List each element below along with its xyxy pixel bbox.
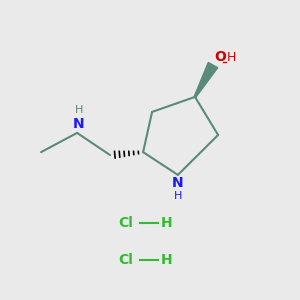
Text: H: H bbox=[161, 253, 172, 267]
Polygon shape bbox=[194, 62, 218, 97]
Text: Cl: Cl bbox=[118, 253, 134, 267]
Text: N: N bbox=[172, 176, 184, 190]
Text: H: H bbox=[226, 51, 236, 64]
Text: H: H bbox=[161, 216, 172, 230]
Text: H: H bbox=[74, 105, 83, 115]
Text: N: N bbox=[73, 117, 84, 131]
Text: Cl: Cl bbox=[118, 216, 134, 230]
Text: O: O bbox=[214, 50, 226, 64]
Text: H: H bbox=[174, 191, 182, 201]
